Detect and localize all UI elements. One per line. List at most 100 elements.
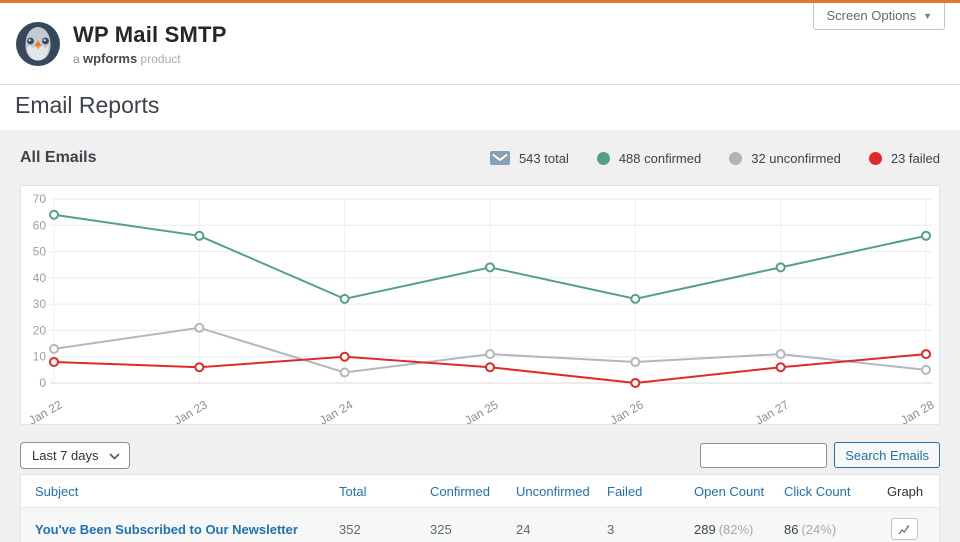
open-count-value: 289 bbox=[694, 521, 716, 537]
column-header-open-count[interactable]: Open Count bbox=[694, 483, 765, 499]
page-title: Email Reports bbox=[15, 92, 160, 118]
data-point-unconfirmed bbox=[775, 349, 786, 360]
data-point-unconfirmed bbox=[921, 364, 931, 375]
column-header-total[interactable]: Total bbox=[339, 483, 367, 499]
legend-item-failed: 23 failed bbox=[868, 150, 940, 166]
date-range-select[interactable]: Last 7 days bbox=[20, 441, 130, 469]
x-tick-label: Jan 27 bbox=[753, 397, 791, 424]
email-subject-link[interactable]: You've Been Subscribed to Our Newsletter bbox=[35, 521, 298, 537]
column-header-subject[interactable]: Subject bbox=[35, 483, 79, 499]
column-header-confirmed[interactable]: Confirmed bbox=[430, 483, 490, 499]
screen-options-button[interactable]: Screen Options ▼ bbox=[813, 3, 945, 30]
chevron-down-icon: ▼ bbox=[923, 10, 932, 21]
data-point-confirmed bbox=[339, 293, 350, 304]
legend-label-unconfirmed: 32 unconfirmed bbox=[751, 150, 841, 166]
cell-unconfirmed: 24 bbox=[516, 521, 531, 537]
data-point-confirmed bbox=[630, 293, 641, 304]
table-row: You've Been Subscribed to Our Newsletter… bbox=[21, 508, 939, 542]
report-header: All Emails 543 total 488 confirmed 32 un… bbox=[20, 145, 940, 171]
cell-open-count: 289 (82%) bbox=[680, 522, 770, 537]
y-tick-label: 60 bbox=[33, 218, 47, 232]
table-header-row: Subject Total Confirmed Unconfirmed Fail… bbox=[21, 475, 939, 508]
x-tick-label: Jan 26 bbox=[608, 397, 646, 424]
data-point-confirmed bbox=[485, 262, 495, 273]
emails-table: Subject Total Confirmed Unconfirmed Fail… bbox=[20, 474, 940, 542]
x-tick-label: Jan 23 bbox=[172, 397, 210, 424]
search-input[interactable] bbox=[700, 442, 828, 468]
data-point-failed bbox=[775, 362, 786, 373]
y-tick-label: 40 bbox=[33, 271, 47, 285]
data-point-failed bbox=[485, 362, 495, 373]
click-count-percent: (24%) bbox=[801, 521, 837, 537]
failed-dot-icon bbox=[868, 151, 882, 165]
cell-total: 352 bbox=[339, 521, 361, 537]
data-point-unconfirmed bbox=[339, 367, 350, 378]
data-point-failed bbox=[49, 356, 59, 367]
chevron-down-icon bbox=[108, 452, 120, 460]
search-group: Search Emails bbox=[700, 442, 940, 468]
report-title: All Emails bbox=[20, 149, 97, 166]
chart-legend: 543 total 488 confirmed 32 unconfirmed 2… bbox=[489, 150, 940, 166]
data-point-confirmed bbox=[775, 262, 786, 273]
page-title-band: Email Reports bbox=[0, 85, 960, 130]
masthead: WP Mail SMTP a wpforms product Screen Op… bbox=[0, 3, 960, 85]
cell-click-count: 86 (24%) bbox=[770, 522, 873, 537]
unconfirmed-dot-icon bbox=[729, 151, 743, 165]
x-tick-label: Jan 22 bbox=[26, 397, 64, 424]
y-tick-label: 30 bbox=[33, 297, 47, 311]
legend-item-total: 543 total bbox=[489, 150, 569, 166]
x-tick-label: Jan 28 bbox=[898, 397, 936, 424]
cell-confirmed: 325 bbox=[430, 521, 452, 537]
open-count-percent: (82%) bbox=[718, 521, 754, 537]
data-point-unconfirmed bbox=[485, 349, 495, 360]
tagline-wpforms: wpforms bbox=[83, 50, 138, 66]
column-header-failed[interactable]: Failed bbox=[607, 483, 643, 499]
data-point-failed bbox=[339, 351, 350, 362]
data-point-unconfirmed bbox=[194, 322, 205, 333]
search-emails-button[interactable]: Search Emails bbox=[834, 442, 940, 468]
y-tick-label: 10 bbox=[33, 350, 47, 364]
screen-options-label: Screen Options bbox=[826, 8, 917, 23]
brand-text: WP Mail SMTP a wpforms product bbox=[73, 22, 227, 66]
tagline-prefix: a bbox=[73, 51, 80, 66]
brand-tagline: a wpforms product bbox=[73, 51, 227, 66]
data-point-unconfirmed bbox=[49, 343, 59, 354]
data-point-confirmed bbox=[921, 230, 931, 241]
report-controls: Last 7 days Search Emails bbox=[20, 441, 940, 469]
legend-label-total: 543 total bbox=[518, 150, 569, 166]
brand-accent-bar bbox=[0, 0, 960, 3]
data-point-failed bbox=[194, 362, 205, 373]
column-header-click-count[interactable]: Click Count bbox=[784, 483, 851, 499]
data-point-confirmed bbox=[49, 209, 59, 220]
row-graph-button[interactable] bbox=[891, 518, 918, 540]
column-header-unconfirmed[interactable]: Unconfirmed bbox=[516, 483, 590, 499]
data-point-failed bbox=[921, 349, 931, 360]
data-point-unconfirmed bbox=[630, 356, 641, 367]
envelope-icon bbox=[489, 151, 510, 165]
y-tick-label: 0 bbox=[39, 376, 46, 390]
confirmed-dot-icon bbox=[596, 151, 610, 165]
brand-title: WP Mail SMTP bbox=[73, 21, 227, 47]
cell-graph bbox=[873, 518, 939, 540]
content-area: All Emails 543 total 488 confirmed 32 un… bbox=[0, 145, 960, 542]
column-header-graph: Graph bbox=[887, 483, 924, 499]
y-tick-label: 50 bbox=[33, 245, 47, 259]
legend-item-unconfirmed: 32 unconfirmed bbox=[729, 151, 841, 166]
x-tick-label: Jan 25 bbox=[462, 397, 500, 424]
y-tick-label: 70 bbox=[33, 192, 47, 206]
data-point-failed bbox=[630, 378, 641, 388]
y-tick-label: 20 bbox=[33, 323, 47, 337]
x-tick-label: Jan 24 bbox=[317, 397, 355, 424]
mini-line-chart-icon bbox=[898, 524, 910, 534]
email-reports-line-chart: 0 10 20 30 40 50 60 70 Jan 22 Jan 23 Jan 24 Jan 25 J… bbox=[26, 192, 936, 424]
legend-label-failed: 23 failed bbox=[890, 150, 940, 166]
click-count-value: 86 bbox=[784, 521, 799, 537]
legend-label-confirmed: 488 confirmed bbox=[618, 150, 702, 166]
legend-item-confirmed: 488 confirmed bbox=[596, 150, 702, 166]
data-point-confirmed bbox=[194, 230, 205, 241]
date-range-value: Last 7 days bbox=[32, 447, 99, 463]
wp-mail-smtp-bird-logo-icon bbox=[16, 21, 60, 66]
email-reports-chart-panel: 0 10 20 30 40 50 60 70 Jan 22 Jan 23 Jan 24 Jan 25 J… bbox=[20, 185, 940, 425]
tagline-product: product bbox=[140, 51, 181, 66]
